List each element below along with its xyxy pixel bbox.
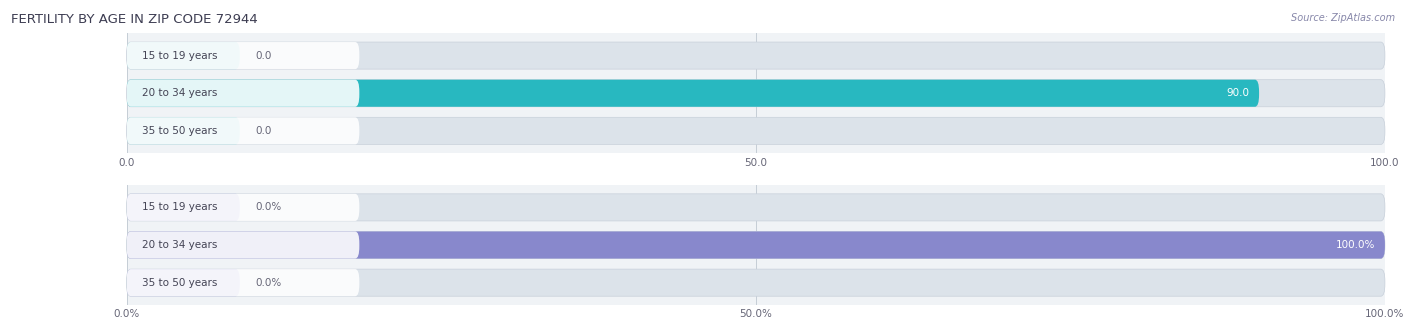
Text: FERTILITY BY AGE IN ZIP CODE 72944: FERTILITY BY AGE IN ZIP CODE 72944 bbox=[11, 13, 257, 26]
Text: 35 to 50 years: 35 to 50 years bbox=[142, 126, 217, 136]
Text: 0.0%: 0.0% bbox=[254, 278, 281, 288]
FancyBboxPatch shape bbox=[127, 269, 1385, 296]
Text: 100.0%: 100.0% bbox=[1336, 240, 1375, 250]
Text: 35 to 50 years: 35 to 50 years bbox=[142, 278, 217, 288]
FancyBboxPatch shape bbox=[127, 42, 240, 69]
FancyBboxPatch shape bbox=[127, 231, 360, 259]
FancyBboxPatch shape bbox=[127, 80, 1260, 107]
Text: 90.0: 90.0 bbox=[1226, 88, 1249, 98]
FancyBboxPatch shape bbox=[127, 269, 240, 296]
FancyBboxPatch shape bbox=[127, 194, 360, 221]
FancyBboxPatch shape bbox=[127, 80, 1385, 107]
FancyBboxPatch shape bbox=[127, 231, 1385, 259]
Text: 15 to 19 years: 15 to 19 years bbox=[142, 50, 217, 61]
Text: 0.0: 0.0 bbox=[254, 126, 271, 136]
FancyBboxPatch shape bbox=[127, 117, 360, 145]
Text: 15 to 19 years: 15 to 19 years bbox=[142, 202, 217, 213]
FancyBboxPatch shape bbox=[127, 117, 1385, 145]
FancyBboxPatch shape bbox=[127, 80, 360, 107]
FancyBboxPatch shape bbox=[127, 42, 1385, 69]
FancyBboxPatch shape bbox=[127, 269, 360, 296]
Text: Source: ZipAtlas.com: Source: ZipAtlas.com bbox=[1291, 13, 1395, 23]
FancyBboxPatch shape bbox=[127, 231, 1385, 259]
FancyBboxPatch shape bbox=[127, 117, 240, 145]
Text: 20 to 34 years: 20 to 34 years bbox=[142, 240, 217, 250]
FancyBboxPatch shape bbox=[127, 42, 360, 69]
FancyBboxPatch shape bbox=[127, 194, 240, 221]
Text: 0.0: 0.0 bbox=[254, 50, 271, 61]
Text: 0.0%: 0.0% bbox=[254, 202, 281, 213]
FancyBboxPatch shape bbox=[127, 194, 1385, 221]
Text: 20 to 34 years: 20 to 34 years bbox=[142, 88, 217, 98]
